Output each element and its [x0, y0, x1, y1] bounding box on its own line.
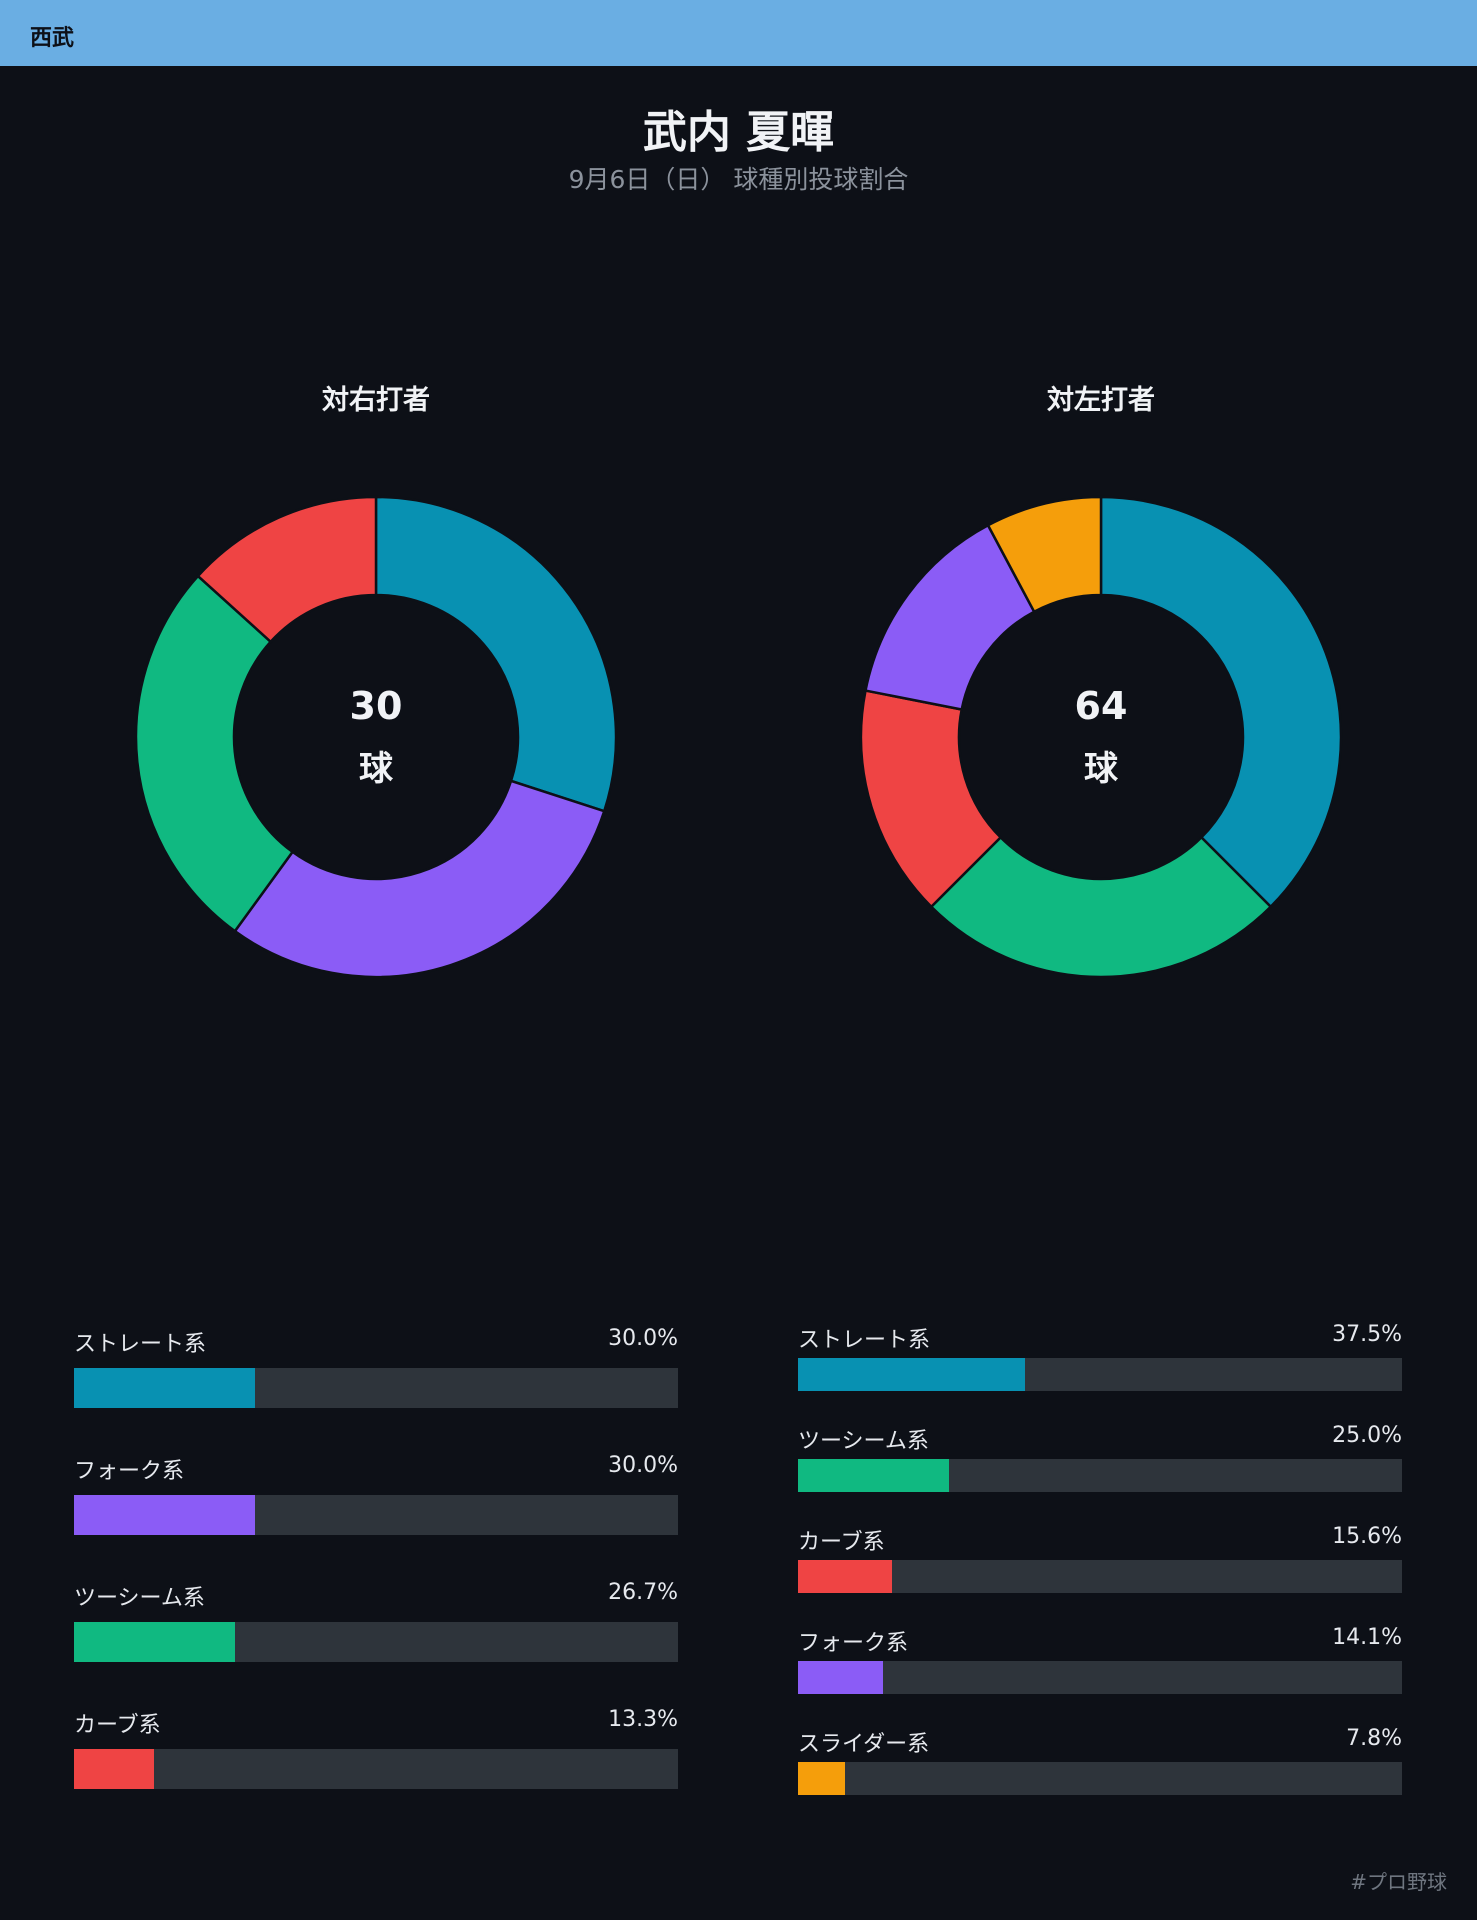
bar-value: 30.0%	[608, 1326, 678, 1351]
bar-track	[798, 1762, 1402, 1795]
player-name: 武内 夏暉	[642, 107, 835, 158]
bar-value: 30.0%	[608, 1453, 678, 1478]
bar-value: 37.5%	[1332, 1322, 1402, 1347]
bar-header: ストレート系 37.5%	[798, 1322, 1402, 1354]
bar-fill	[74, 1368, 256, 1408]
bar-label: カーブ系	[74, 1713, 161, 1738]
bar-value: 13.3%	[608, 1707, 678, 1732]
chart-subtitle: 9月6日（日） 球種別投球割合	[568, 165, 909, 194]
donut-title-vs-left: 対左打者	[1047, 385, 1155, 416]
bar-value: 7.8%	[1346, 1726, 1402, 1751]
donut-chart-vs-left	[859, 495, 1343, 979]
bar-header: フォーク系 30.0%	[74, 1453, 678, 1485]
bar-label: ストレート系	[798, 1328, 931, 1353]
donut-slice-ツーシーム系	[134, 574, 295, 933]
bar-header: ストレート系 30.0%	[74, 1326, 678, 1358]
donut-slice-ストレート系	[374, 495, 618, 813]
bar-row: フォーク系 14.1%	[798, 1625, 1402, 1726]
hashtag: #プロ野球	[1350, 1870, 1447, 1894]
bar-fill	[74, 1495, 256, 1535]
bar-fill	[798, 1762, 846, 1795]
bar-fill	[798, 1358, 1025, 1391]
bar-label: カーブ系	[798, 1530, 885, 1555]
bar-row: ストレート系 30.0%	[74, 1326, 678, 1453]
donut-slice-スライダー系	[986, 495, 1103, 614]
donut-slice-ツーシーム系	[929, 835, 1273, 979]
bar-row: カーブ系 15.6%	[798, 1524, 1402, 1625]
bar-track	[798, 1661, 1402, 1694]
donut-chart-vs-right	[134, 495, 618, 979]
bar-header: フォーク系 14.1%	[798, 1625, 1402, 1657]
donut-slice-カーブ系	[196, 495, 378, 644]
bar-label: フォーク系	[74, 1459, 185, 1484]
bar-header: ツーシーム系 26.7%	[74, 1580, 678, 1612]
team-name: 西武	[30, 26, 75, 51]
bar-label: ツーシーム系	[74, 1586, 205, 1611]
team-header-bar: 西武	[0, 0, 1477, 66]
bar-value: 14.1%	[1332, 1625, 1402, 1650]
bar-label: フォーク系	[798, 1631, 909, 1656]
bar-track	[74, 1622, 678, 1662]
pitch-count-vs-right: 30	[349, 684, 403, 728]
bar-row: フォーク系 30.0%	[74, 1453, 678, 1580]
bar-value: 26.7%	[608, 1580, 678, 1605]
bar-track	[798, 1358, 1402, 1391]
bar-label: スライダー系	[798, 1732, 930, 1757]
pitch-mix-bars-vs-right: ストレート系 30.0% フォーク系 30.0% ツーシーム系 26.7% カーブ系 13.3…	[74, 1326, 678, 1834]
bar-track	[74, 1368, 678, 1408]
donut-title-vs-right: 対右打者	[322, 385, 430, 416]
bar-header: スライダー系 7.8%	[798, 1726, 1402, 1758]
pitch-unit-vs-left: 球	[1084, 749, 1118, 789]
bar-track	[74, 1495, 678, 1535]
bar-row: カーブ系 13.3%	[74, 1707, 678, 1834]
bar-header: カーブ系 13.3%	[74, 1707, 678, 1739]
bar-fill	[798, 1661, 884, 1694]
bar-label: ツーシーム系	[798, 1429, 929, 1454]
donut-slice-フォーク系	[233, 779, 606, 979]
bar-track	[798, 1459, 1402, 1492]
pitch-unit-vs-right: 球	[359, 749, 393, 789]
bar-value: 15.6%	[1332, 1524, 1402, 1549]
bar-header: カーブ系 15.6%	[798, 1524, 1402, 1556]
bar-fill	[74, 1622, 236, 1662]
bar-track	[74, 1749, 678, 1789]
bar-row: ツーシーム系 26.7%	[74, 1580, 678, 1707]
bar-value: 25.0%	[1332, 1423, 1402, 1448]
bar-fill	[798, 1459, 949, 1492]
bar-track	[798, 1560, 1402, 1593]
donut-slice-ストレート系	[1099, 495, 1343, 909]
pitch-count-vs-left: 64	[1074, 684, 1128, 728]
bar-row: スライダー系 7.8%	[798, 1726, 1402, 1827]
bar-header: ツーシーム系 25.0%	[798, 1423, 1402, 1455]
bar-row: ツーシーム系 25.0%	[798, 1423, 1402, 1524]
pitch-mix-bars-vs-left: ストレート系 37.5% ツーシーム系 25.0% カーブ系 15.6% フォーク系 14.1…	[798, 1322, 1402, 1827]
bar-fill	[798, 1560, 893, 1593]
bar-label: ストレート系	[74, 1332, 207, 1357]
bar-row: ストレート系 37.5%	[798, 1322, 1402, 1423]
bar-fill	[74, 1749, 155, 1789]
